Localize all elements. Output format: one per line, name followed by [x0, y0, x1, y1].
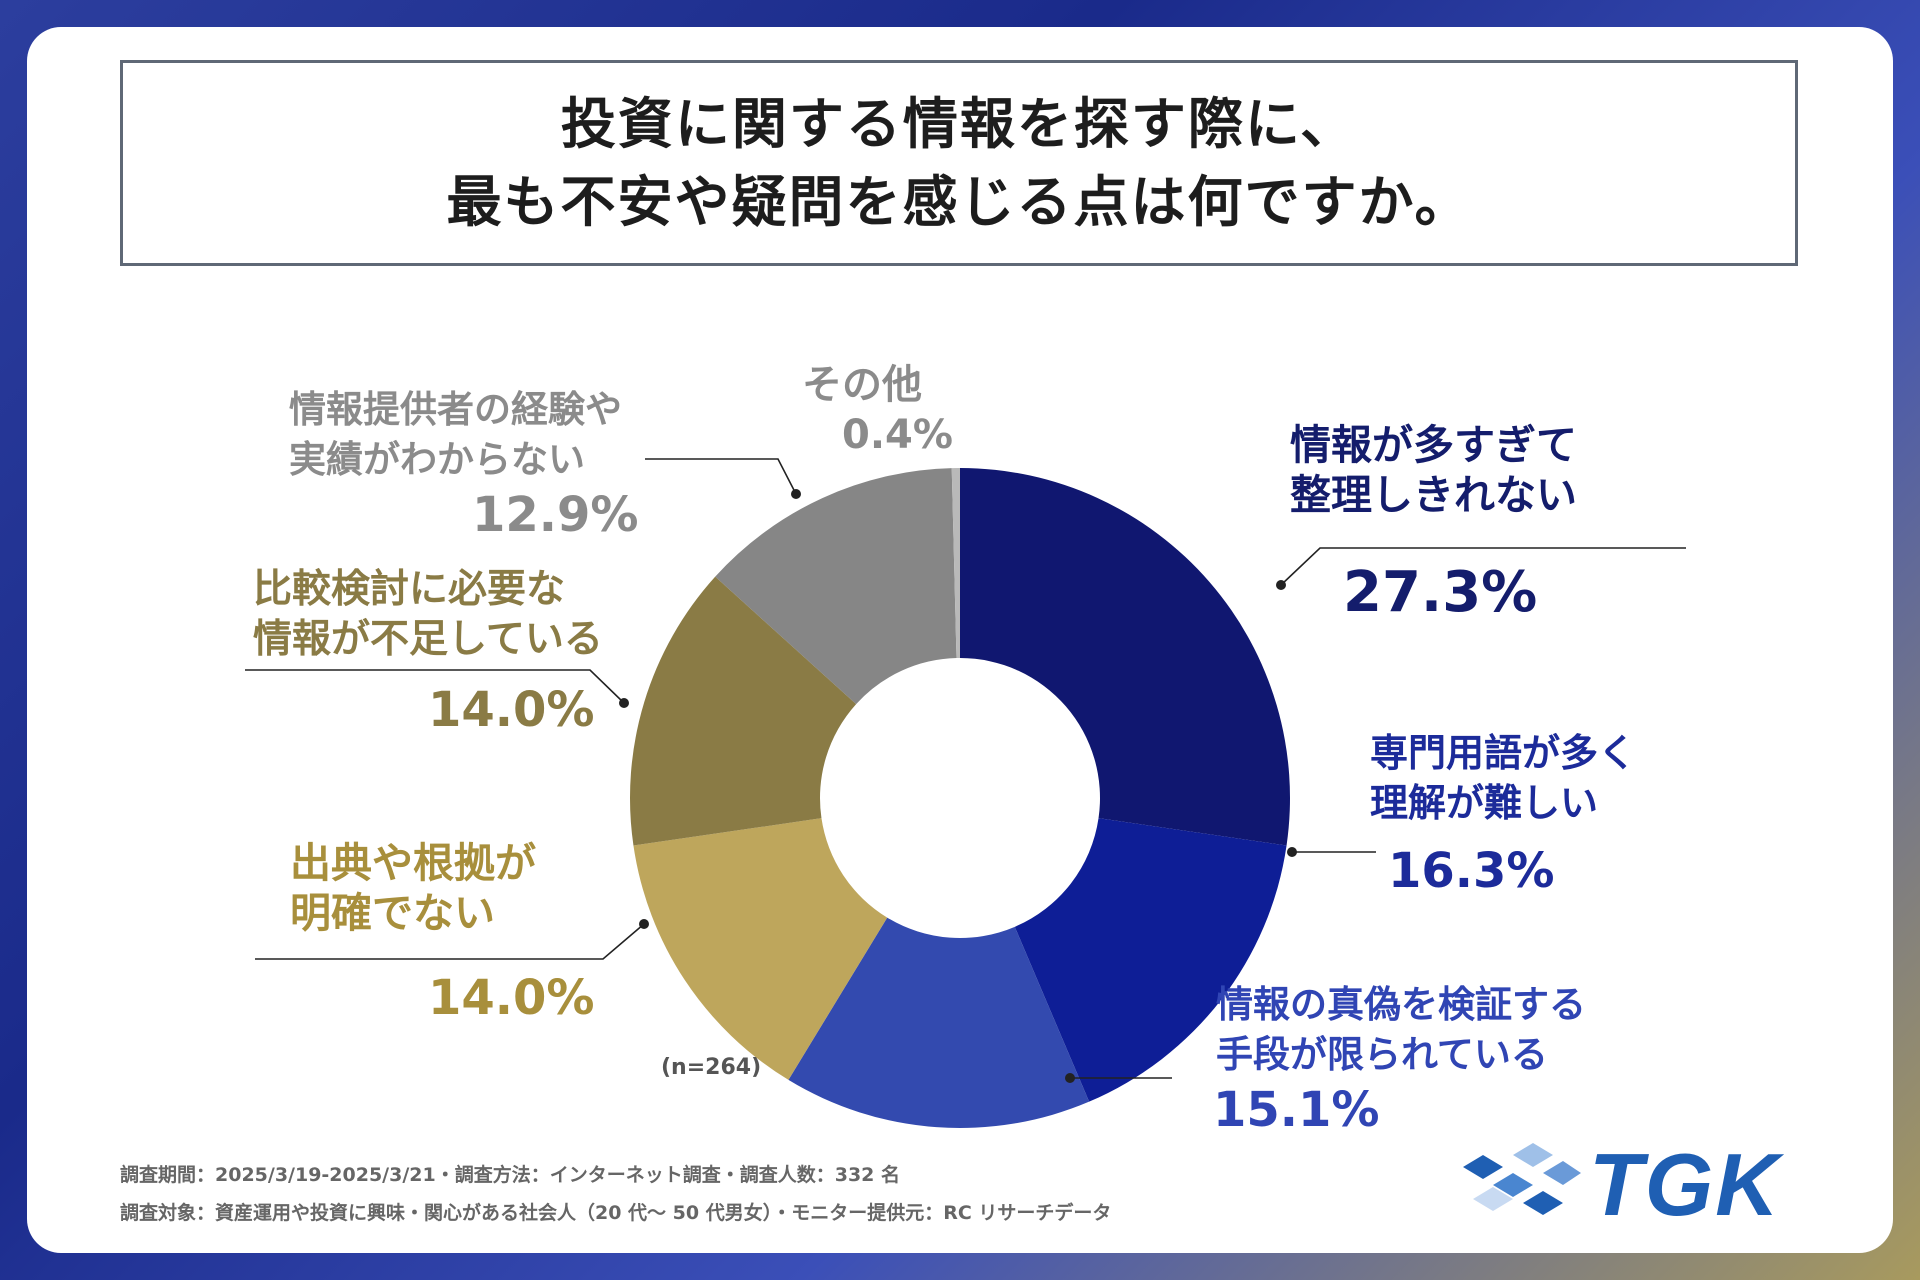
- donut-slice-5: [715, 468, 957, 705]
- label-slice-5-line1: 情報提供者の経験や: [289, 388, 622, 431]
- donut-slice-3: [633, 818, 888, 1080]
- pct-slice-2-value: 15.1%: [1213, 1082, 1380, 1138]
- pct-slice-3-value: 14.0%: [428, 970, 595, 1026]
- label-slice-2-line2: 手段が限られている: [1216, 1033, 1548, 1076]
- donut-slice-0: [960, 468, 1290, 846]
- leader-dot-4: [619, 698, 629, 708]
- footer-survey-target: 調査対象：資産運用や投資に興味・関心がある社会人（20 代〜 50 代男女）・モ…: [120, 1202, 1112, 1224]
- leader-dot-1: [1287, 847, 1297, 857]
- label-slice-6-line1: その他: [802, 362, 922, 408]
- pct-slice-1-value: 16.3%: [1388, 843, 1555, 899]
- label-slice-5: 情報提供者の経験や 実績がわからない: [289, 385, 622, 485]
- title-box: 投資に関する情報を探す際に、 最も不安や疑問を感じる点は何ですか。: [120, 60, 1798, 266]
- pct-slice-5-value: 12.9%: [472, 487, 639, 543]
- label-slice-4-line2: 情報が不足している: [253, 617, 603, 662]
- footer-survey-period: 調査期間：2025/3/19-2025/3/21・調査方法：インターネット調査・…: [120, 1164, 901, 1186]
- donut-slice-4: [630, 576, 857, 846]
- label-slice-3-line2: 明確でない: [290, 889, 495, 937]
- label-slice-1: 専門用語が多く 理解が難しい: [1370, 728, 1636, 828]
- label-slice-3: 出典や根拠が 明確でない: [290, 838, 536, 938]
- pct-slice-6: 0.4%: [842, 410, 953, 460]
- pct-slice-0-value: 27.3%: [1343, 560, 1538, 625]
- label-slice-0-line1: 情報が多すぎて: [1290, 421, 1577, 469]
- sample-size-note: (n=264): [661, 1055, 762, 1080]
- leader-dot-3: [639, 919, 649, 929]
- label-slice-4: 比較検討に必要な 情報が不足している: [253, 565, 603, 665]
- leader-dot-2: [1065, 1073, 1075, 1083]
- pct-slice-5: 12.9%: [472, 490, 639, 540]
- pct-slice-4: 14.0%: [428, 685, 595, 735]
- pct-slice-3: 14.0%: [428, 973, 595, 1023]
- label-slice-6: その他: [802, 360, 922, 410]
- title-line-1: 投資に関する情報を探す際に、: [560, 92, 1358, 156]
- title-line-2: 最も不安や疑問を感じる点は何ですか。: [446, 170, 1472, 234]
- label-slice-2-line1: 情報の真偽を検証する: [1216, 983, 1586, 1026]
- label-slice-0-line2: 整理しきれない: [1290, 471, 1577, 519]
- donut-slice-1: [1014, 818, 1287, 1102]
- pct-slice-0: 27.3%: [1343, 560, 1538, 625]
- leader-line-0: [1280, 547, 1686, 586]
- pct-slice-4-value: 14.0%: [428, 682, 595, 738]
- pct-slice-2: 15.1%: [1213, 1085, 1380, 1135]
- label-slice-4-line1: 比較検討に必要な: [253, 567, 566, 612]
- label-slice-0: 情報が多すぎて 整理しきれない: [1290, 420, 1577, 520]
- logo-mark-icon: [1463, 1143, 1581, 1215]
- donut-slice-2: [788, 917, 1090, 1128]
- leader-line-3: [255, 923, 645, 960]
- label-slice-1-line1: 専門用語が多く: [1370, 731, 1637, 775]
- pct-slice-6-value: 0.4%: [842, 412, 953, 458]
- leader-line-5: [645, 458, 797, 495]
- tgk-logo: TGK: [1453, 1137, 1793, 1232]
- pct-slice-1: 16.3%: [1388, 846, 1555, 896]
- label-slice-2: 情報の真偽を検証する 手段が限られている: [1216, 980, 1586, 1080]
- logo-text: TGK: [1589, 1135, 1781, 1234]
- leader-line-4: [245, 669, 625, 704]
- leader-dot-0: [1276, 580, 1286, 590]
- label-slice-3-line1: 出典や根拠が: [290, 839, 536, 887]
- donut-slice-6: [951, 468, 960, 659]
- leader-dot-5: [791, 489, 801, 499]
- label-slice-5-line2: 実績がわからない: [289, 438, 585, 481]
- label-slice-1-line2: 理解が難しい: [1370, 781, 1599, 825]
